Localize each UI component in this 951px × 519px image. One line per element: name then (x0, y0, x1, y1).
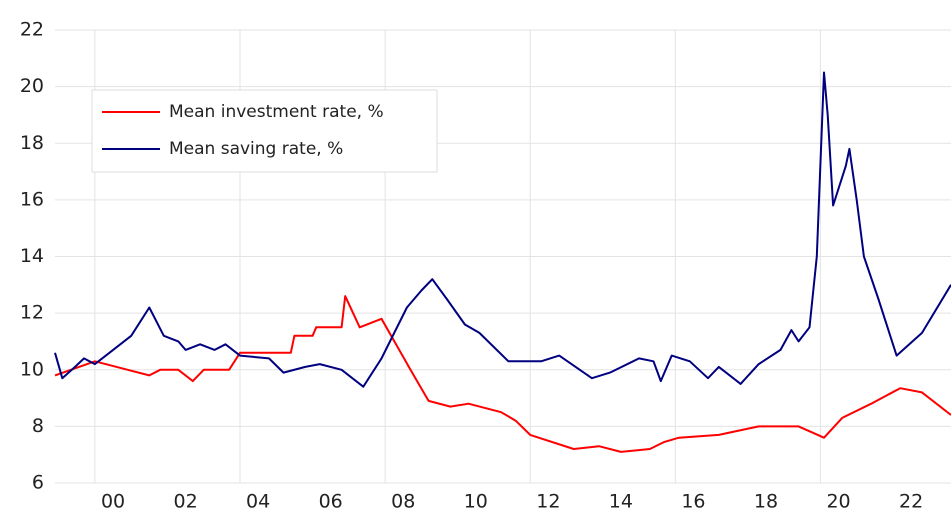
y-tick-label: 20 (20, 75, 44, 97)
x-tick-label: 14 (609, 491, 633, 513)
legend: Mean investment rate, % Mean saving rate,… (91, 89, 438, 173)
y-tick-label: 10 (20, 358, 44, 380)
legend-box (91, 89, 438, 173)
y-tick-label: 12 (20, 302, 44, 324)
x-tick-label: 12 (536, 491, 560, 513)
x-tick-label: 08 (391, 491, 415, 513)
x-tick-label: 18 (754, 491, 778, 513)
legend-label: Mean saving rate, % (169, 139, 343, 159)
y-tick-label: 8 (32, 415, 44, 437)
y-tick-label: 18 (20, 132, 44, 154)
y-tick-label: 14 (20, 245, 44, 267)
series-line (54, 71, 951, 388)
x-tick-label: 04 (246, 491, 270, 513)
x-tick-label: 00 (101, 491, 125, 513)
x-tick-label: 22 (899, 491, 923, 513)
x-tick-label: 06 (319, 491, 343, 513)
x-tick-label: 02 (173, 491, 197, 513)
y-tick-label: 22 (20, 19, 44, 41)
x-tick-label: 20 (826, 491, 850, 513)
y-tick-label: 6 (32, 472, 44, 494)
y-tick-label: 16 (20, 188, 44, 210)
legend-label: Mean investment rate, % (169, 102, 384, 122)
x-tick-label: 10 (464, 491, 488, 513)
x-tick-label: 16 (681, 491, 705, 513)
series-line (54, 295, 951, 453)
